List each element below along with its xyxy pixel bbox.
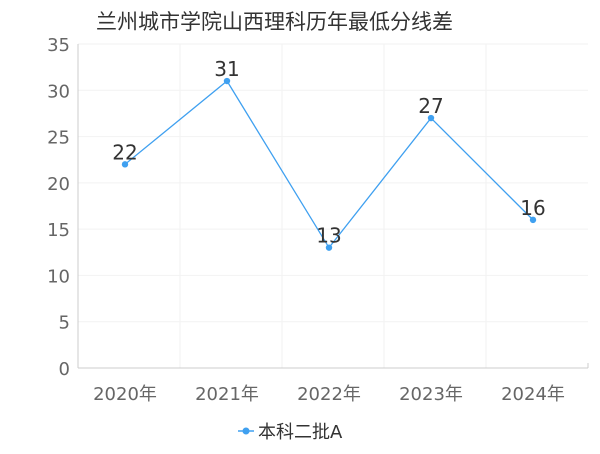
data-label: 22: [112, 140, 137, 164]
data-label: 27: [418, 94, 443, 118]
data-point: [121, 161, 129, 168]
x-tick-label: 2021年: [195, 384, 259, 405]
x-tick-label: 2020年: [93, 384, 157, 405]
y-tick-label: 30: [47, 81, 70, 102]
y-tick-label: 0: [59, 359, 70, 380]
data-label: 16: [520, 196, 545, 220]
data-label: 31: [214, 57, 239, 81]
y-tick-label: 20: [47, 174, 70, 195]
data-point: [427, 114, 435, 122]
legend-marker-dot: [242, 427, 250, 435]
chart-title: 兰州城市学院山西理科历年最低分线差: [96, 10, 453, 34]
x-tick-label: 2023年: [399, 384, 463, 405]
x-tick-label: 2022年: [297, 384, 361, 405]
data-point: [529, 216, 537, 224]
series-line: [124, 80, 534, 249]
axis-layer: 0 5 10 15 20 25 30 35 2020年 2021年 2022年 2023年 2024年: [47, 35, 589, 405]
legend-label: 本科二批A: [258, 422, 343, 443]
series-layer: [121, 77, 537, 251]
y-tick-label: 35: [47, 35, 70, 56]
grid-layer: [78, 43, 588, 368]
data-point: [223, 77, 231, 85]
y-tick-label: 10: [47, 266, 70, 287]
y-tick-label: 25: [47, 128, 70, 149]
y-tick-label: 5: [59, 313, 70, 334]
legend[interactable]: 本科二批A: [238, 422, 343, 443]
data-point: [325, 244, 333, 251]
x-tick-label: 2024年: [501, 384, 565, 405]
y-tick-label: 15: [47, 220, 70, 241]
data-label-layer: 22 31 13 27 16: [112, 57, 545, 248]
data-label: 13: [316, 224, 341, 248]
